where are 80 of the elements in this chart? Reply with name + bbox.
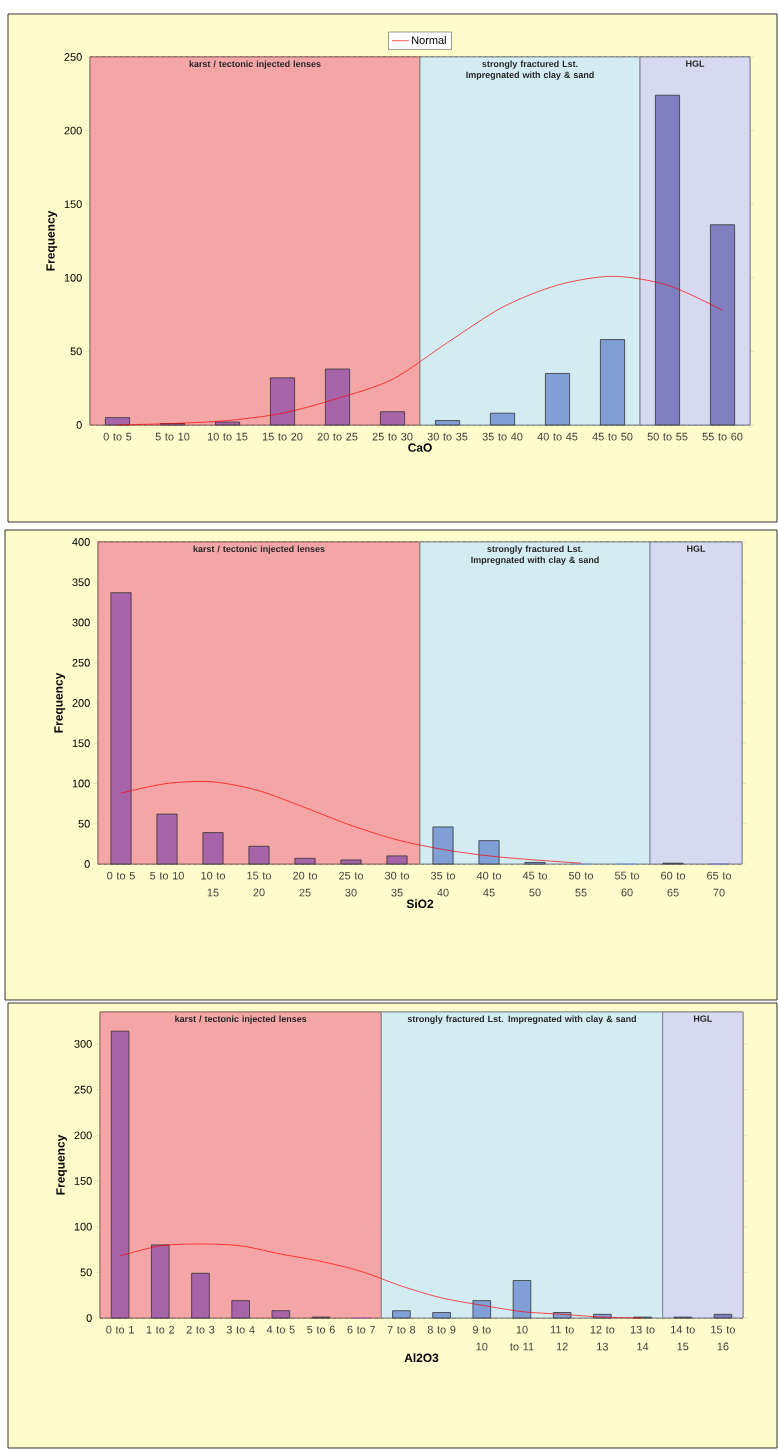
x-tick-label: 50 to 55 <box>568 871 594 897</box>
band-label: karst / tectonic injected lenses <box>193 545 325 554</box>
x-tick-label: 60 to 65 <box>661 871 686 897</box>
x-axis-title: SiO2 <box>406 899 434 909</box>
band-label: karst / tectonic injected lenses <box>175 1015 307 1024</box>
y-tick-label: 300 <box>72 618 90 627</box>
y-tick-label: 200 <box>74 1131 92 1140</box>
y-axis-title: Frequency <box>46 210 58 271</box>
x-tick-label: 10 to 11 <box>510 1325 534 1351</box>
x-tick-label: 10 to 15 <box>201 871 226 897</box>
y-axis-title: Frequency <box>56 1134 68 1195</box>
x-tick-label: 7 to 8 <box>387 1325 416 1334</box>
x-tick-label: 3 to 4 <box>226 1325 255 1334</box>
band-label: strongly fractured Lst. Impregnated with clay & sand <box>471 545 599 565</box>
y-tick-label: 0 <box>84 860 90 868</box>
x-tick-label: 50 to 55 <box>647 432 688 441</box>
x-tick-label: 40 to 45 <box>476 871 502 897</box>
y-tick-label: 250 <box>74 1085 92 1094</box>
x-tick-label: 8 to 9 <box>427 1325 456 1334</box>
y-tick-label: 400 <box>72 538 90 546</box>
y-tick-label: 0 <box>86 1314 92 1322</box>
y-tick-label: 350 <box>72 578 90 587</box>
x-tick-label: 30 to 35 <box>384 871 410 897</box>
y-tick-label: 150 <box>64 200 82 209</box>
y-tick-label: 50 <box>70 347 82 356</box>
x-tick-label: 65 to 70 <box>707 871 732 897</box>
y-tick-label: 50 <box>78 819 90 828</box>
x-tick-label: 35 to 40 <box>482 432 523 441</box>
x-tick-label: 15 to 16 <box>711 1325 735 1351</box>
band-label: HGL <box>687 545 706 552</box>
y-tick-label: 200 <box>64 126 82 135</box>
x-axis-title: Al2O3 <box>404 1353 439 1363</box>
y-tick-label: 50 <box>80 1268 92 1277</box>
x-tick-label: 55 to 60 <box>614 871 640 897</box>
x-tick-label: 6 to 7 <box>347 1325 375 1334</box>
x-tick-label: 1 to 2 <box>146 1325 175 1334</box>
y-tick-label: 200 <box>72 699 90 707</box>
band-label: karst / tectonic injected lenses <box>189 60 321 69</box>
x-tick-label: 0 to 5 <box>103 432 132 441</box>
y-tick-label: 250 <box>64 53 82 61</box>
y-tick-label: 100 <box>74 1222 92 1231</box>
x-tick-label: 35 to 40 <box>430 871 456 897</box>
x-tick-label: 5 to 10 <box>155 432 190 441</box>
x-tick-label: 14 to 15 <box>671 1325 695 1351</box>
y-tick-label: 100 <box>72 779 90 788</box>
x-tick-label: 20 to 25 <box>293 871 318 897</box>
x-tick-label: 12 to 13 <box>590 1325 615 1351</box>
y-tick-label: 300 <box>74 1040 92 1048</box>
x-tick-label: 45 to 50 <box>522 871 548 897</box>
x-tick-label: 20 to 25 <box>317 432 358 441</box>
x-tick-label: 10 to 15 <box>207 432 248 441</box>
x-tick-label: 0 to 5 <box>107 871 135 880</box>
x-tick-label: 40 to 45 <box>537 432 578 441</box>
y-tick-label: 100 <box>64 273 82 282</box>
x-tick-label: 15 to 20 <box>247 871 272 897</box>
x-tick-label: 9 to 10 <box>472 1325 491 1351</box>
x-tick-label: 45 to 50 <box>592 432 633 441</box>
x-tick-label: 0 to 1 <box>106 1325 134 1334</box>
band-label: HGL <box>693 1015 713 1022</box>
band-label: strongly fractured Lst. Impregnated with clay & sand <box>466 60 594 80</box>
y-tick-label: 150 <box>72 739 90 748</box>
x-tick-label: 5 to 10 <box>150 871 184 880</box>
x-tick-label: 11 to 12 <box>550 1325 574 1351</box>
x-tick-label: 5 to 6 <box>307 1325 335 1334</box>
y-axis-title: Frequency <box>54 672 66 733</box>
x-tick-label: 25 to 30 <box>339 871 364 897</box>
y-tick-label: 150 <box>74 1177 92 1185</box>
x-tick-label: 55 to 60 <box>702 432 743 441</box>
x-axis-title: CaO <box>408 443 432 452</box>
x-tick-label: 4 to 5 <box>266 1325 295 1334</box>
y-tick-label: 250 <box>72 658 90 667</box>
band-label: HGL <box>686 60 705 67</box>
x-tick-label: 2 to 3 <box>186 1325 215 1334</box>
x-tick-label: 13 to 14 <box>630 1325 655 1351</box>
x-tick-label: 15 to 20 <box>262 432 303 441</box>
x-tick-label: 25 to 30 <box>372 432 413 441</box>
x-tick-label: 30 to 35 <box>427 432 468 441</box>
band-label: strongly fractured Lst. Impregnated with clay & sand <box>407 1015 636 1024</box>
y-tick-label: 0 <box>76 421 82 429</box>
legend-label: Normal <box>412 35 446 45</box>
